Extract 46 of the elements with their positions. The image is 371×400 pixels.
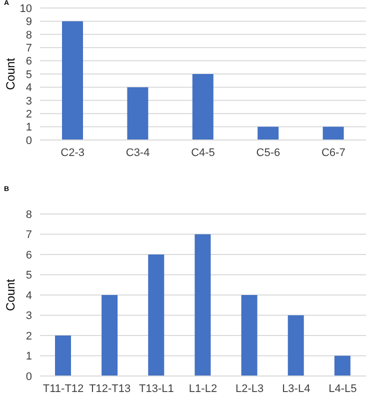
x-tick-label: C4-5	[191, 146, 215, 159]
y-tick-label: 2	[26, 108, 32, 121]
y-tick-label: 6	[26, 56, 32, 68]
bar	[194, 234, 211, 376]
x-tick-label: C5-6	[256, 146, 280, 159]
bar	[127, 87, 148, 140]
bar	[192, 74, 214, 140]
y-tick-label: 7	[26, 229, 32, 242]
x-tick-label: T11-T12	[42, 382, 84, 395]
bar	[334, 356, 350, 376]
x-tick-label: C3-4	[126, 146, 150, 159]
y-tick-label: 6	[26, 249, 32, 262]
y-axis-title: Count	[3, 57, 18, 90]
y-tick-label: 1	[26, 122, 32, 134]
x-tick-label: T12-T13	[89, 382, 131, 395]
y-tick-label: 4	[26, 290, 32, 302]
bar	[288, 315, 304, 376]
x-tick-label: L4-L5	[328, 382, 357, 395]
y-tick-label: 7	[26, 42, 32, 55]
y-tick-label: 0	[26, 370, 32, 383]
y-tick-label: 8	[26, 208, 32, 221]
y-axis-title: Count	[3, 278, 18, 312]
bar	[102, 295, 118, 376]
y-tick-label: 5	[26, 68, 32, 81]
bar	[322, 126, 344, 140]
x-tick-label: L2-L3	[236, 382, 264, 395]
y-tick-label: 0	[26, 134, 32, 147]
y-tick-label: 8	[26, 29, 32, 42]
bar	[148, 254, 164, 376]
x-tick-label: C6-7	[321, 146, 346, 159]
bar	[241, 295, 258, 376]
bar	[258, 126, 279, 140]
x-tick-label: L3-L4	[282, 382, 310, 395]
y-tick-label: 5	[26, 270, 32, 282]
y-tick-label: 3	[26, 95, 32, 108]
x-tick-label: L1-L2	[188, 382, 218, 395]
y-tick-label: 2	[26, 330, 32, 342]
y-tick-label: 9	[26, 16, 32, 28]
x-tick-label: C2-3	[60, 146, 85, 159]
y-tick-label: 4	[26, 82, 32, 94]
x-tick-label: T13-L1	[139, 382, 174, 395]
y-tick-label: 10	[20, 2, 32, 15]
y-tick-label: 1	[26, 350, 32, 363]
bar	[55, 336, 71, 376]
bar	[62, 21, 83, 140]
y-tick-label: 3	[26, 310, 32, 322]
